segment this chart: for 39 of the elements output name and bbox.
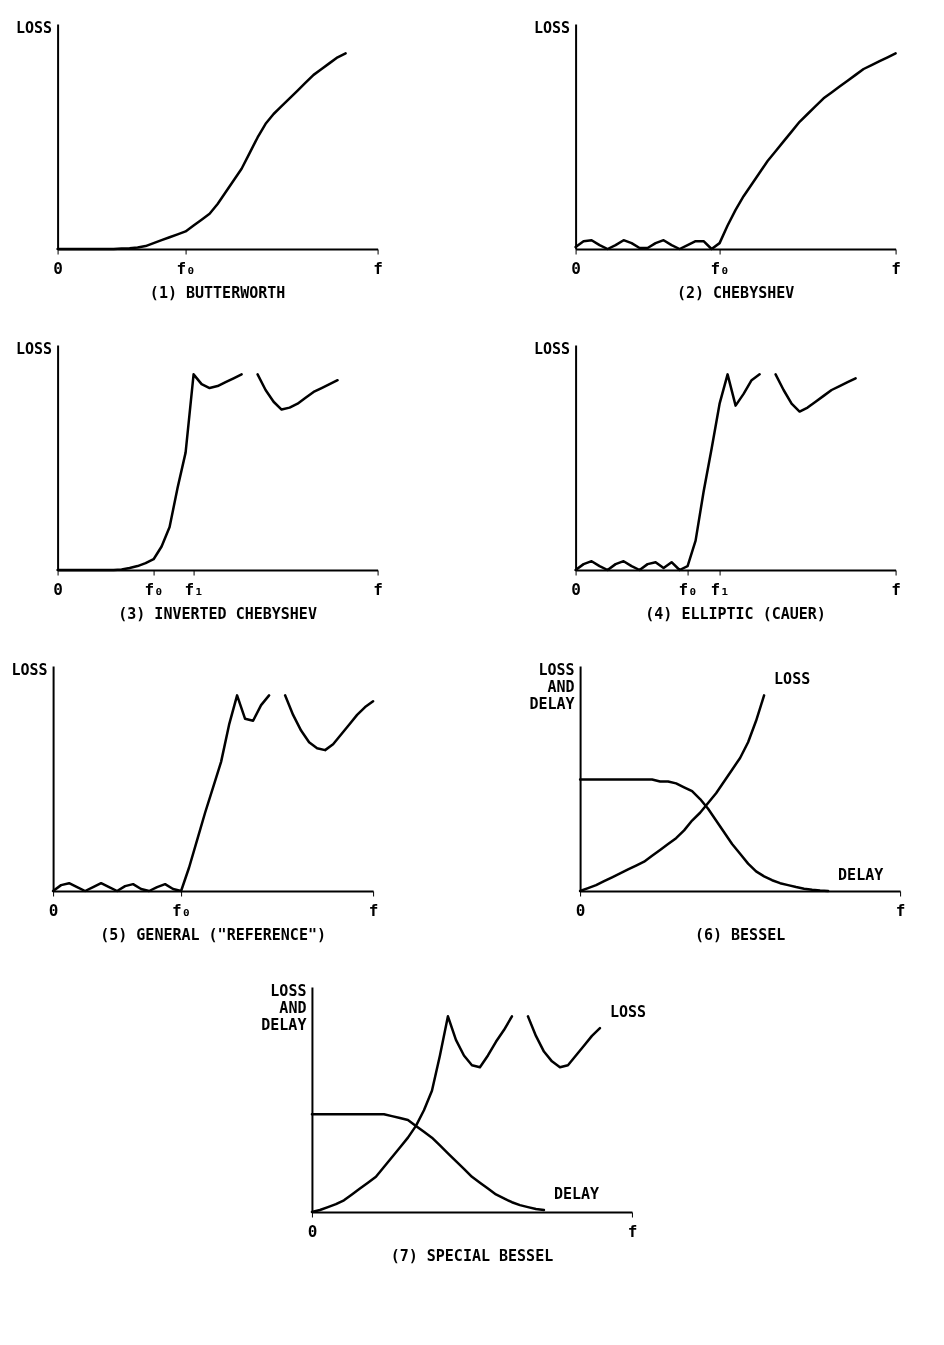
series-label: LOSS — [609, 1003, 647, 1022]
x-tick-label: f₀ — [710, 258, 730, 278]
x-tick-label: 0 — [307, 1221, 318, 1241]
x-tick-label: f₀ — [678, 579, 698, 599]
y-axis-title: LOSS — [533, 339, 571, 358]
x-tick-label: 0 — [53, 258, 63, 278]
x-tick-label: f₁ — [184, 579, 204, 599]
x-tick-label: f₀ — [171, 900, 192, 920]
x-tick-label: f₀ — [144, 579, 164, 599]
x-tick-label: 0 — [48, 900, 59, 920]
x-tick-label: 0 — [571, 579, 581, 599]
x-tick-label: f — [891, 579, 901, 599]
x-tick-label: f — [368, 900, 379, 920]
x-tick-label: 0 — [571, 258, 581, 278]
y-axis-title: LOSS — [533, 18, 571, 37]
x-tick-label: 0 — [53, 579, 63, 599]
x-tick-label: f — [627, 1221, 638, 1241]
y-axis-title: LOSS AND DELAY — [261, 981, 307, 1034]
text: (2) CHEBYSHEV — [676, 284, 795, 302]
text: (1) BUTTERWORTH — [149, 284, 286, 302]
text: (4) ELLIPTIC (CAUER) — [645, 605, 826, 623]
text: (6) BESSEL — [694, 926, 786, 944]
text: (3) INVERTED CHEBYSHEV — [118, 605, 317, 623]
x-tick-label: f — [895, 900, 906, 920]
y-axis-title: LOSS AND DELAY — [529, 660, 575, 713]
x-tick-label: 0 — [575, 900, 586, 920]
series-label: DELAY — [553, 1185, 600, 1204]
x-tick-label: f — [373, 579, 383, 599]
x-tick-label: f₁ — [710, 579, 730, 599]
y-axis-title: LOSS — [11, 660, 48, 679]
text: (5) GENERAL ("REFERENCE") — [100, 926, 326, 944]
series-label: DELAY — [838, 866, 884, 884]
x-tick-label: f₀ — [176, 258, 196, 278]
y-axis-title: LOSS — [15, 18, 53, 37]
text: (7) SPECIAL BESSEL — [390, 1247, 554, 1265]
y-axis-title: LOSS — [15, 339, 53, 358]
x-tick-label: f — [891, 258, 901, 278]
x-tick-label: f — [373, 258, 383, 278]
series-label: LOSS — [774, 670, 811, 689]
